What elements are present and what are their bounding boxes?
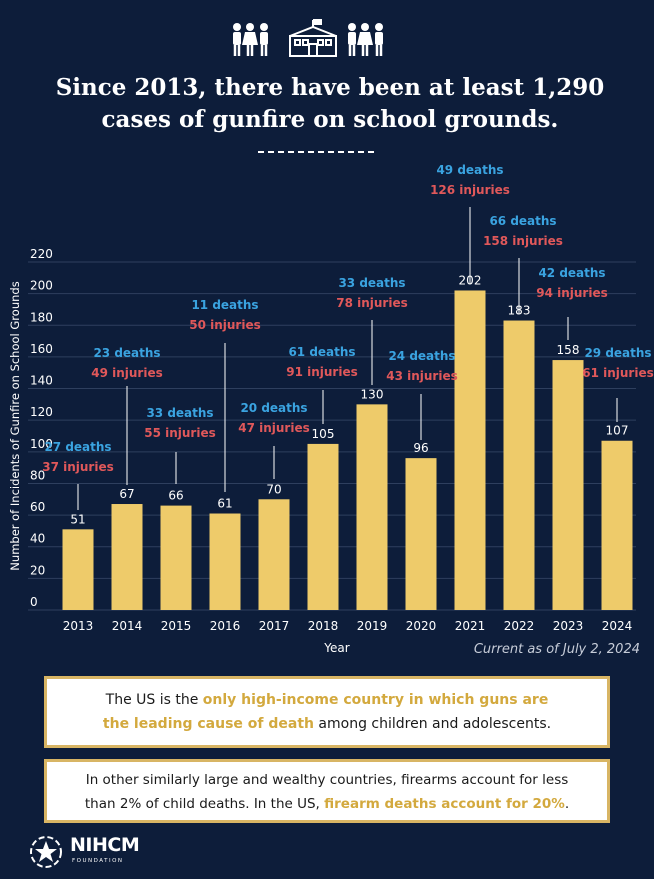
x-tick-label: 2019 — [357, 619, 388, 633]
x-axis-label: Year — [323, 641, 349, 655]
bar-value-label: 66 — [168, 489, 183, 503]
bar-value-label: 61 — [217, 497, 232, 511]
x-tick-label: 2018 — [308, 619, 339, 633]
bar-2013 — [62, 529, 94, 610]
update-note: Current as of July 2, 2024 — [473, 642, 640, 657]
deaths-label: 33 deaths — [338, 276, 405, 290]
injuries-label: 43 injuries — [386, 369, 458, 383]
injuries-label: 78 injuries — [336, 296, 408, 310]
y-tick-label: 140 — [30, 374, 53, 388]
students-right-icon — [348, 23, 383, 56]
bar-value-label: 51 — [70, 512, 85, 526]
deaths-label: 29 deaths — [584, 346, 651, 360]
injuries-label: 126 injuries — [430, 183, 510, 197]
x-tick-label: 2015 — [161, 619, 192, 633]
logo-name: NIHCM — [70, 834, 140, 856]
deaths-label: 20 deaths — [240, 401, 307, 415]
bar-2014 — [111, 504, 143, 610]
y-tick-label: 40 — [30, 532, 45, 546]
bar-value-label: 70 — [266, 482, 281, 496]
headline-line-2: cases of gunfire on school grounds. — [101, 106, 559, 133]
y-tick-label: 60 — [30, 500, 45, 514]
y-tick-label: 100 — [30, 437, 53, 451]
x-tick-label: 2024 — [602, 619, 633, 633]
y-tick-label: 120 — [30, 405, 53, 419]
deaths-label: 11 deaths — [191, 298, 258, 312]
deaths-label: 61 deaths — [288, 345, 355, 359]
bar-2022 — [503, 320, 535, 610]
fact-box-1-pre: The US is the — [105, 692, 203, 708]
students-left-icon — [233, 23, 268, 56]
injuries-label: 61 injuries — [582, 366, 654, 380]
headline-line-1: Since 2013, there have been at least 1,2… — [55, 74, 605, 101]
injuries-label: 55 injuries — [144, 426, 216, 440]
x-tick-label: 2023 — [553, 619, 584, 633]
x-tick-label: 2020 — [406, 619, 437, 633]
bar-2018 — [307, 443, 339, 610]
x-tick-label: 2014 — [112, 619, 143, 633]
logo-subtitle: FOUNDATION — [72, 858, 124, 864]
bar-2015 — [160, 505, 192, 610]
header-icons — [233, 19, 383, 57]
fact-box-2: In other similarly large and wealthy cou… — [44, 759, 610, 823]
headline: Since 2013, there have been at least 1,2… — [40, 72, 620, 136]
y-tick-label: 80 — [30, 468, 45, 482]
injuries-label: 49 injuries — [91, 366, 163, 380]
bar-2021 — [454, 290, 486, 610]
deaths-label: 49 deaths — [436, 163, 503, 177]
injuries-label: 91 injuries — [286, 365, 358, 379]
bar-value-label: 158 — [557, 343, 580, 357]
bar-chart: 0 20 40 60 80 100 120 140 160 180 200 220 Number of … — [8, 163, 654, 655]
fact-box-1: The US is the only high-income country i… — [44, 676, 610, 748]
injuries-label: 37 injuries — [42, 460, 114, 474]
x-tick-label: 2016 — [210, 619, 241, 633]
injuries-label: 47 injuries — [238, 421, 310, 435]
bar-value-label: 107 — [606, 424, 629, 438]
bar-value-label: 96 — [413, 441, 428, 455]
bar-2023 — [552, 360, 584, 610]
fact-box-1-highlight-2: the leading cause of death — [102, 716, 314, 732]
y-tick-label: 220 — [30, 247, 53, 261]
fact-box-2-highlight: firearm deaths account for 20% — [324, 796, 565, 812]
deaths-label: 27 deaths — [44, 440, 111, 454]
school-building-icon — [289, 19, 337, 57]
bar-value-label: 67 — [119, 487, 134, 501]
bar-2019 — [356, 404, 388, 610]
bar-value-label: 130 — [361, 387, 384, 401]
x-tick-label: 2017 — [259, 619, 290, 633]
fact-box-2-line-1: In other similarly large and wealthy cou… — [85, 772, 569, 788]
deaths-label: 23 deaths — [93, 346, 160, 360]
injuries-label: 50 injuries — [189, 318, 261, 332]
y-tick-label: 200 — [30, 279, 53, 293]
bar-2020 — [405, 458, 437, 610]
star-emblem-icon — [30, 836, 62, 868]
fact-box-2-post: . — [564, 796, 570, 812]
deaths-label: 42 deaths — [538, 266, 605, 280]
y-tick-label: 160 — [30, 342, 53, 356]
x-tick-label: 2021 — [455, 619, 486, 633]
fact-box-1-post: among children and adolescents. — [313, 716, 552, 732]
bar-2024 — [601, 440, 633, 610]
deaths-label: 24 deaths — [388, 349, 455, 363]
x-tick-label: 2013 — [63, 619, 94, 633]
fact-box-1-highlight-1: only high-income country in which guns a… — [202, 692, 549, 708]
bar-2017 — [258, 499, 290, 610]
fact-box-2-pre: than 2% of child deaths. In the US, — [84, 796, 325, 812]
y-axis-label: Number of Incidents of Gunfire on School… — [8, 281, 22, 570]
nihcm-logo: NIHCM FOUNDATION — [28, 832, 178, 872]
bar-value-label: 105 — [312, 427, 335, 441]
deaths-label: 66 deaths — [489, 214, 556, 228]
x-tick-label: 2022 — [504, 619, 535, 633]
headline-divider — [258, 151, 374, 153]
deaths-label: 33 deaths — [146, 406, 213, 420]
y-tick-label: 180 — [30, 310, 53, 324]
y-tick-label: 20 — [30, 563, 45, 577]
y-tick-label: 0 — [30, 595, 38, 609]
bar-2016 — [209, 513, 241, 610]
injuries-label: 158 injuries — [483, 234, 563, 248]
injuries-label: 94 injuries — [536, 286, 608, 300]
